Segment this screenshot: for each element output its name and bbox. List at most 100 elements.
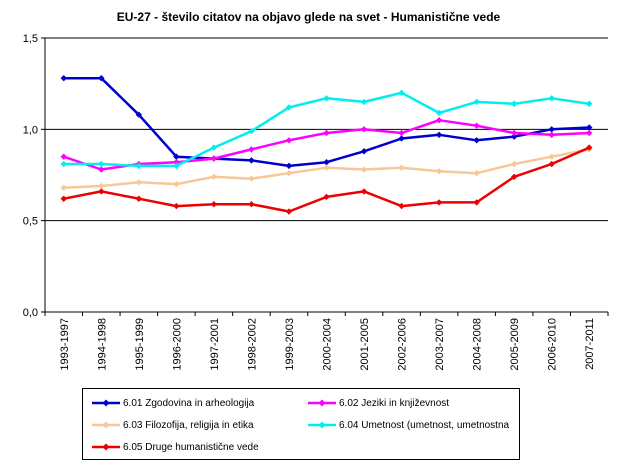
data-point <box>285 137 293 144</box>
data-point <box>510 160 518 168</box>
x-axis-ticks: 1993-1997 1994-1998 1995-1999 1996-2000 1997… <box>44 312 609 371</box>
data-point <box>285 104 293 111</box>
line-chart: 0,0 0,5 1,0 1,5 1993-1997 1994-1998 1995-1999… <box>23 33 609 371</box>
y-tick-label: 1,5 <box>23 33 38 45</box>
legend-swatch <box>308 399 336 407</box>
data-point <box>323 159 330 166</box>
data-point <box>60 74 67 82</box>
legend-swatch <box>92 399 120 407</box>
data-point <box>548 160 555 168</box>
data-point <box>473 169 480 177</box>
data-point <box>210 155 218 162</box>
data-point <box>435 199 443 206</box>
x-tick-label: 2005-2009 <box>509 318 521 371</box>
data-point <box>98 160 105 168</box>
y-axis-ticks: 0,0 0,5 1,0 1,5 <box>23 33 45 319</box>
data-point <box>248 127 255 135</box>
data-point <box>210 201 218 208</box>
data-point <box>135 162 143 170</box>
data-point <box>548 126 555 133</box>
data-point <box>285 169 293 177</box>
data-point <box>60 195 67 202</box>
data-point <box>98 74 105 82</box>
y-tick-label: 0,0 <box>23 307 38 319</box>
legend-item: 6.02 Jeziki in književnost <box>307 396 449 410</box>
data-point <box>586 129 593 137</box>
data-point <box>98 182 105 190</box>
legend-swatch <box>92 443 120 451</box>
legend-label: 6.01 Zgodovina in arheologija <box>123 397 255 409</box>
data-point <box>323 95 330 102</box>
data-point <box>60 160 67 168</box>
legend-label: 6.02 Jeziki in književnost <box>339 397 450 409</box>
data-point <box>285 162 293 170</box>
chart-title: EU-27 - število citatov na objavo glede … <box>116 10 501 24</box>
x-tick-label: 1994-1998 <box>96 318 108 371</box>
data-point <box>248 175 255 182</box>
data-point <box>510 129 518 137</box>
series-lines <box>60 74 593 215</box>
x-tick-label: 1993-1997 <box>59 318 71 371</box>
x-tick-label: 2006-2010 <box>547 318 559 371</box>
x-tick-label: 2003-2007 <box>434 318 446 371</box>
data-point <box>173 180 180 188</box>
data-point <box>210 144 218 151</box>
y-tick-label: 0,5 <box>23 216 38 228</box>
data-point <box>323 164 330 171</box>
data-point <box>586 124 593 131</box>
data-point <box>135 111 143 118</box>
data-point <box>135 195 143 202</box>
data-point <box>548 131 555 139</box>
legend-item: 6.01 Zgodovina in arheologija <box>91 396 254 410</box>
chart-legend: 6.01 Zgodovina in arheologija 6.02 Jeziki… <box>82 388 520 460</box>
data-point <box>323 193 330 201</box>
legend-label: 6.05 Druge humanistične vede <box>123 441 259 453</box>
data-point <box>360 148 368 155</box>
data-point <box>398 89 405 96</box>
x-tick-label: 1999-2003 <box>284 318 296 371</box>
x-tick-label: 1998-2002 <box>246 318 258 371</box>
legend-swatch <box>308 421 336 429</box>
x-tick-label: 2004-2008 <box>472 318 484 371</box>
data-point <box>473 98 480 106</box>
data-point <box>248 157 255 164</box>
data-point <box>398 202 405 210</box>
x-tick-label: 2001-2005 <box>359 318 371 371</box>
data-point <box>435 109 443 117</box>
legend-item: 6.04 Umetnost (umetnost, umetnostna <box>307 418 509 432</box>
data-point <box>248 201 255 208</box>
data-point <box>360 126 368 133</box>
data-point <box>473 122 480 129</box>
data-point <box>285 208 293 215</box>
data-point <box>510 173 518 181</box>
data-point <box>248 146 255 153</box>
data-point <box>510 133 518 140</box>
data-point <box>473 137 480 144</box>
gridlines <box>44 37 608 313</box>
legend-swatch <box>92 421 120 429</box>
data-point <box>398 135 405 142</box>
data-point <box>60 184 67 191</box>
data-point <box>548 95 555 102</box>
legend-label: 6.04 Umetnost (umetnost, umetnostna <box>339 419 510 431</box>
data-point <box>398 129 405 137</box>
data-point <box>586 100 593 107</box>
x-tick-label: 2007-2011 <box>584 318 596 370</box>
data-point <box>98 166 105 173</box>
x-tick-label: 1997-2001 <box>209 318 221 371</box>
data-point <box>510 100 518 107</box>
x-tick-label: 1996-2000 <box>171 318 183 371</box>
data-point <box>173 202 180 210</box>
data-point <box>135 179 143 186</box>
series-line-5 <box>63 146 590 213</box>
data-point <box>173 162 180 170</box>
data-point <box>360 166 368 173</box>
data-point <box>548 153 555 160</box>
data-point <box>60 153 67 160</box>
data-point <box>360 98 368 106</box>
legend-item: 6.03 Filozofija, religija in etika <box>91 418 254 432</box>
x-tick-label: 1995-1999 <box>134 318 146 371</box>
x-tick-label: 2000-2004 <box>322 318 334 371</box>
y-tick-label: 1,0 <box>23 124 38 136</box>
data-point <box>173 153 180 160</box>
